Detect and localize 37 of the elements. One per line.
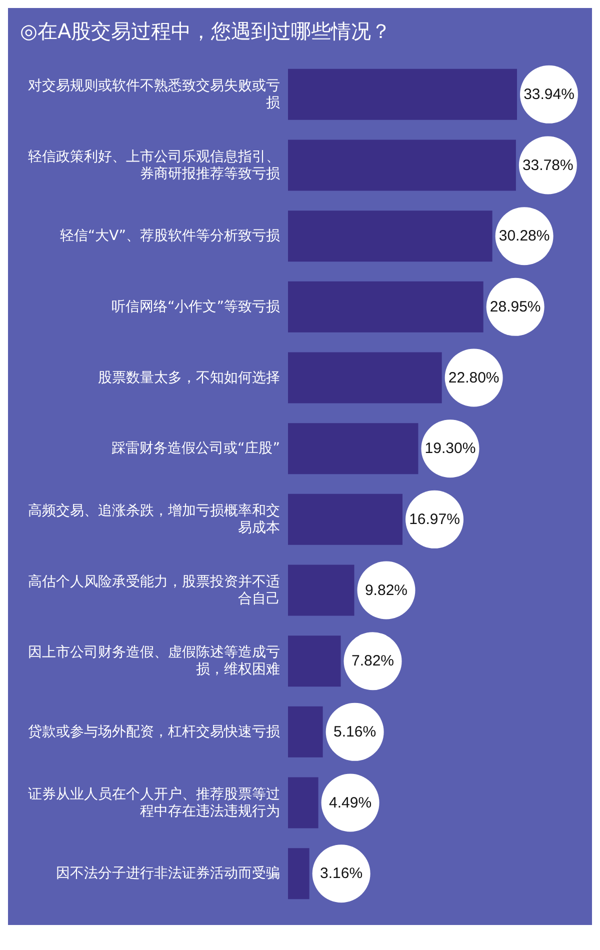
- bar: [288, 777, 318, 828]
- y-tick-label: 高估个人风险承受能力，股票投资并不适合自己: [28, 574, 280, 607]
- bar: [288, 848, 310, 900]
- data-label: 22.80%: [448, 369, 500, 386]
- bar: [288, 210, 492, 262]
- chart-title: ◎在A股交易过程中，您遇到过哪些情况？: [19, 18, 392, 45]
- data-label: 7.82%: [351, 652, 394, 670]
- data-label: 33.94%: [524, 86, 574, 103]
- bar: [288, 564, 354, 616]
- data-label: 19.30%: [424, 440, 476, 458]
- data-label: 16.97%: [409, 510, 460, 528]
- bar: [288, 636, 341, 687]
- data-label: 5.16%: [334, 723, 376, 740]
- y-tick-label: 轻信政策利好、上市公司乐观信息指引、券商研报推荐等致亏损: [28, 148, 280, 182]
- y-tick-label: 贷款或参与场外配资，杠杆交易快速亏损: [28, 724, 280, 740]
- y-tick-label: 股票数量太多，不知如何选择: [98, 370, 280, 386]
- data-label: 3.16%: [320, 865, 363, 882]
- y-tick-label: 踩雷财务造假公司或“庄股”: [111, 440, 280, 457]
- bar: [288, 494, 402, 545]
- bar: [288, 140, 516, 191]
- y-tick-label: 高频交易、追涨杀跌，增加亏损概率和交易成本: [28, 502, 280, 536]
- bar: [288, 68, 517, 120]
- data-label: 4.49%: [329, 794, 372, 812]
- y-tick-label: 因不法分子进行非法证券活动而受骗: [56, 866, 280, 882]
- y-tick-label: 轻信“大V”、荐股软件等分析致亏损: [60, 228, 280, 244]
- y-tick-label: 因上市公司财务造假、虚假陈述等造成亏损，维权困难: [28, 644, 280, 678]
- data-label: 30.28%: [498, 228, 550, 245]
- data-label: 28.95%: [490, 298, 541, 316]
- bar: [288, 423, 418, 474]
- y-tick-label: 对交易规则或软件不熟悉致交易失败或亏损: [28, 78, 280, 111]
- bar: [288, 352, 442, 404]
- data-label: 33.78%: [522, 156, 574, 174]
- y-tick-label: 证券从业人员在个人开户、推荐股票等过程中存在违法违规行为: [28, 786, 280, 820]
- bar: [288, 706, 323, 758]
- y-tick-label: 听信网络“小作文”等致亏损: [111, 298, 280, 315]
- bar: [288, 281, 484, 332]
- data-label: 9.82%: [364, 582, 408, 599]
